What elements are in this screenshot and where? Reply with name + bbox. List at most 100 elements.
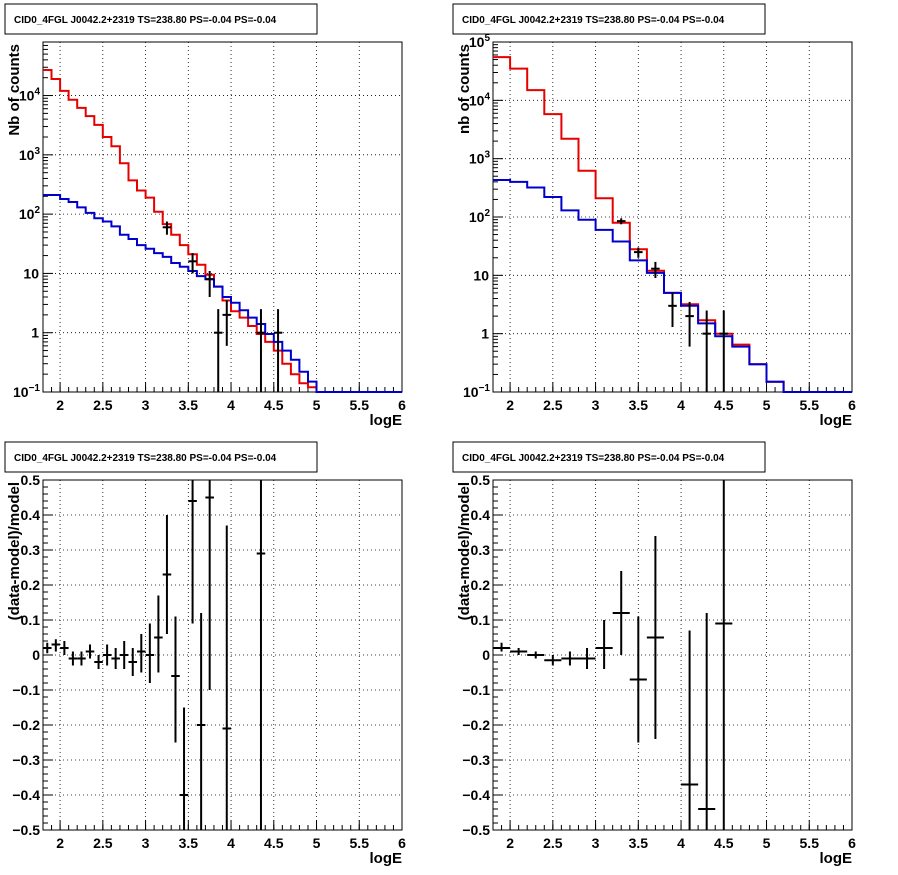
- x-tick-label: 5: [313, 835, 321, 851]
- model-histogram-line: [43, 69, 402, 393]
- y-tick-label: 10: [473, 267, 489, 283]
- x-tick-label: 5.5: [800, 397, 820, 413]
- y-axis-label: (data-model)/model: [456, 482, 473, 620]
- chart-title: CID0_4FGL J0042.2+2319 TS=238.80 PS=-0.0…: [14, 15, 277, 26]
- data-point: [205, 270, 214, 298]
- y-tick-label: −0.2: [462, 717, 490, 733]
- x-tick-label: 2: [56, 835, 64, 851]
- y-tick-label: 10−1: [13, 383, 40, 400]
- data-point: [715, 480, 733, 830]
- x-tick-label: 5: [763, 397, 771, 413]
- y-tick-label: −0.1: [12, 682, 40, 698]
- y-tick-label: −0.4: [462, 787, 490, 803]
- x-tick-label: 3: [142, 835, 150, 851]
- data-point: [668, 292, 677, 328]
- y-tick-label: 0.1: [21, 612, 41, 628]
- y-tick-label: 10−1: [463, 383, 490, 400]
- x-tick-label: 6: [848, 835, 856, 851]
- x-tick-label: 3.5: [629, 397, 649, 413]
- data-point: [651, 261, 660, 279]
- data-point: [702, 310, 711, 392]
- y-tick-label: −0.2: [12, 717, 40, 733]
- x-tick-label: 5.5: [350, 397, 370, 413]
- data-point: [213, 309, 223, 392]
- y-tick-label: 0.5: [21, 472, 41, 488]
- y-tick-label: −0.5: [12, 822, 40, 838]
- title-box: [452, 441, 766, 473]
- data-point: [493, 642, 511, 652]
- x-tick-label: 4.5: [264, 835, 284, 851]
- plot-frame: [492, 41, 853, 393]
- data-point: [111, 648, 120, 669]
- y-tick-label: 0.3: [471, 542, 491, 558]
- data-point: [595, 620, 613, 669]
- chart-title: CID0_4FGL J0042.2+2319 TS=238.80 PS=-0.0…: [462, 453, 725, 464]
- data-point: [119, 641, 129, 669]
- y-tick-label: 0.1: [471, 612, 491, 628]
- x-tick-label: 5.5: [800, 835, 820, 851]
- x-tick-label: 4: [227, 397, 235, 413]
- data-point: [154, 595, 163, 673]
- x-tick-label: 6: [398, 835, 406, 851]
- y-axis-label: (data-model)/model: [6, 482, 23, 620]
- data-point: [205, 480, 214, 690]
- x-tick-label: 3.5: [179, 397, 199, 413]
- model-histogram-line: [43, 194, 402, 393]
- data-point: [43, 642, 52, 654]
- y-tick-label: 1: [31, 325, 39, 341]
- x-tick-label: 2.5: [93, 835, 113, 851]
- y-tick-label: 0.2: [21, 577, 41, 593]
- data-point: [85, 644, 95, 659]
- data-point: [629, 616, 647, 743]
- title-box: [4, 441, 318, 473]
- data-point: [616, 218, 626, 225]
- data-point: [256, 309, 266, 392]
- data-point: [273, 309, 283, 392]
- data-point: [510, 648, 528, 655]
- data-point: [719, 310, 729, 392]
- data-point: [222, 525, 232, 830]
- x-tick-label: 2: [56, 397, 64, 413]
- y-tick-label: 0.4: [471, 507, 491, 523]
- plot-frame: [42, 41, 403, 393]
- data-point: [188, 253, 197, 274]
- x-tick-label: 4: [227, 835, 235, 851]
- x-tick-label: 6: [848, 397, 856, 413]
- data-point: [128, 648, 138, 676]
- data-point: [145, 623, 155, 683]
- x-tick-label: 4.5: [714, 397, 734, 413]
- y-tick-label: 103: [19, 146, 41, 163]
- data-point: [561, 651, 579, 666]
- data-point: [256, 480, 266, 830]
- data-point: [179, 707, 189, 830]
- y-tick-label: 0: [32, 647, 40, 663]
- data-point: [68, 651, 78, 666]
- x-tick-label: 2: [506, 835, 514, 851]
- x-tick-label: 2.5: [543, 397, 563, 413]
- chart-panel-1: 2 2.5 3 3.5 4 4.5 5 5.5 610−1110102103104CID0_4F…: [4, 3, 406, 429]
- data-point: [698, 613, 716, 830]
- title-box: [452, 3, 766, 35]
- y-tick-label: 0.2: [471, 577, 491, 593]
- y-tick-label: −0.3: [462, 752, 490, 768]
- x-tick-label: 4: [677, 835, 685, 851]
- y-tick-label: −0.5: [462, 822, 490, 838]
- y-tick-label: 102: [19, 205, 41, 222]
- y-tick-label: 0.5: [471, 472, 491, 488]
- data-point: [222, 300, 232, 346]
- x-axis-label: logE: [370, 412, 403, 429]
- data-point: [188, 480, 197, 624]
- x-tick-label: 3.5: [629, 835, 649, 851]
- chart-panel-4: 2 2.5 3 3.5 4 4.5 5 5.5 6 −0.5 −0.4 −0.3 −0.2 −0.1 0 0.…: [452, 441, 856, 867]
- x-tick-label: 4.5: [714, 835, 734, 851]
- plot-frame: [42, 479, 403, 831]
- x-tick-label: 5: [763, 835, 771, 851]
- data-point: [94, 655, 103, 669]
- data-point: [60, 641, 69, 655]
- data-point: [578, 648, 596, 669]
- data-point: [634, 247, 643, 258]
- plot-frame: [492, 479, 853, 831]
- x-tick-label: 4: [677, 397, 685, 413]
- data-point: [612, 571, 630, 655]
